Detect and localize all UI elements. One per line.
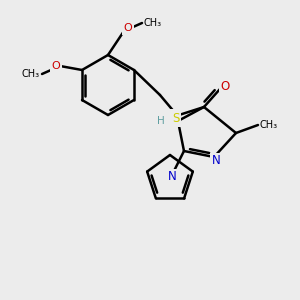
Text: H: H	[157, 116, 165, 126]
Text: O: O	[52, 61, 60, 71]
Text: N: N	[168, 170, 176, 184]
Text: CH₃: CH₃	[22, 69, 40, 79]
Text: O: O	[124, 23, 132, 33]
Text: CH₃: CH₃	[144, 18, 162, 28]
Text: N: N	[212, 154, 220, 167]
Text: N: N	[169, 110, 178, 124]
Text: S: S	[172, 112, 180, 125]
Text: O: O	[220, 80, 230, 92]
Text: CH₃: CH₃	[260, 120, 278, 130]
